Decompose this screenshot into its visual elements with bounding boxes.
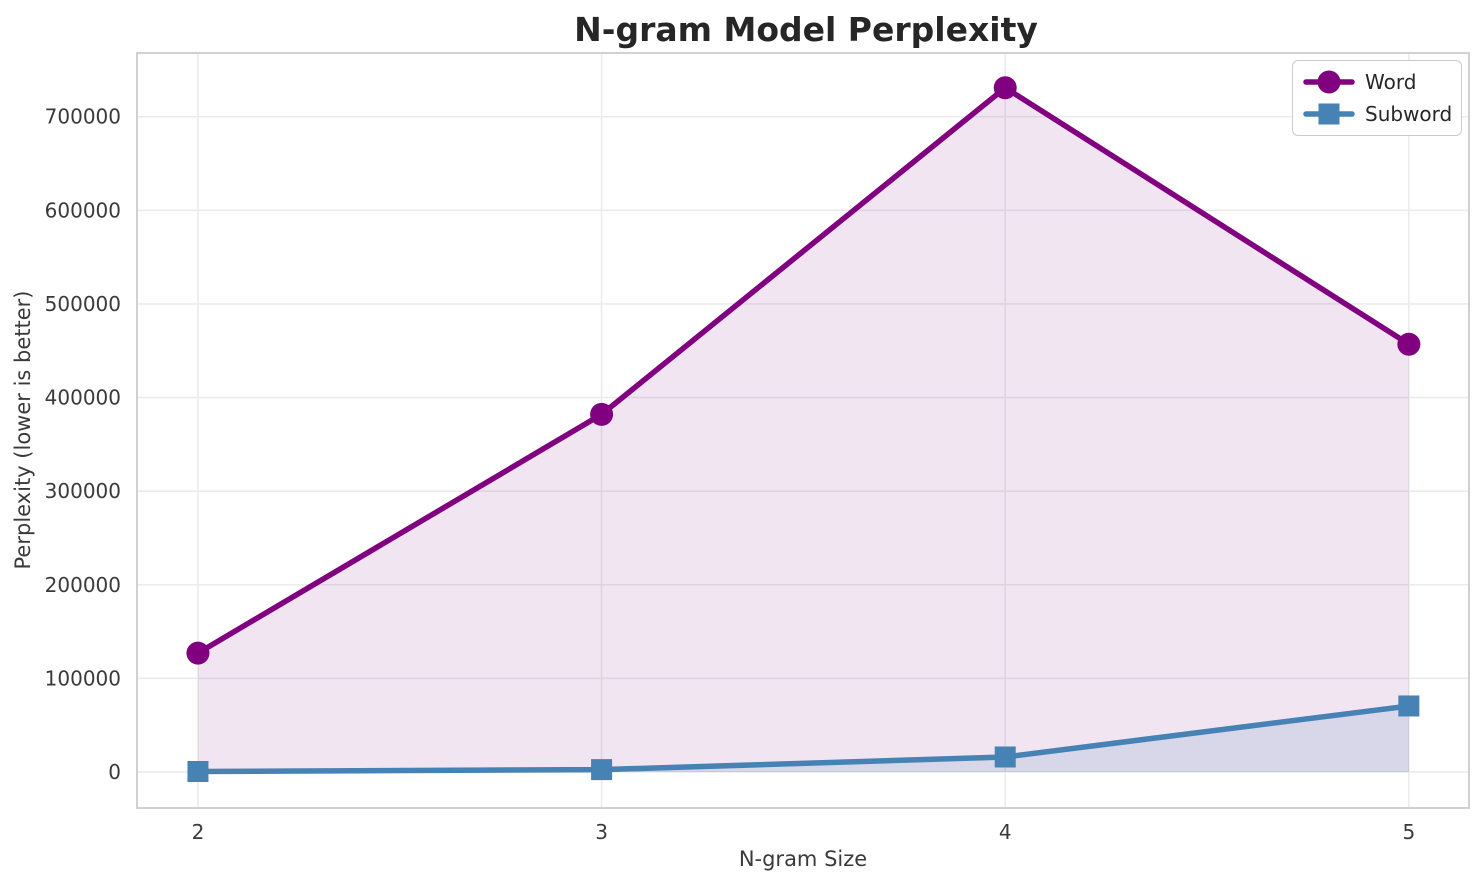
x-tick-label: 5: [1402, 820, 1415, 844]
legend-label: Subword: [1365, 102, 1453, 126]
y-tick-label: 200000: [45, 573, 121, 597]
series-line-word: [195, 84, 1412, 656]
legend-label: Word: [1365, 70, 1417, 94]
plot-border: [136, 52, 1470, 809]
marker-word-3: [1397, 332, 1421, 356]
series-line-subword: [195, 703, 1412, 775]
y-tick-label: 100000: [45, 666, 121, 690]
marker-subword-0: [187, 760, 209, 782]
y-tick-label: 400000: [45, 386, 121, 410]
y-tick-label: 700000: [45, 105, 121, 129]
y-axis-label: Perplexity (lower is better): [11, 291, 35, 570]
y-tick-label: 0: [108, 760, 121, 784]
marker-word-1: [590, 402, 614, 426]
circle-marker-swatch-icon: [1303, 70, 1355, 94]
legend: Word Subword: [1292, 60, 1462, 136]
area-fill-word: [197, 87, 1409, 772]
x-tick-label: 2: [192, 820, 205, 844]
x-tick-label: 4: [999, 820, 1012, 844]
marker-subword-3: [1398, 695, 1420, 717]
legend-marker: [1318, 103, 1340, 125]
chart-title: N-gram Model Perplexity: [574, 10, 1038, 49]
legend-item-subword: Subword: [1303, 98, 1453, 130]
marker-word-2: [993, 76, 1017, 100]
plot-area: 0 100000 200000 300000 400000 500000 600000 700…: [45, 52, 1470, 844]
x-tick-label: 3: [595, 820, 608, 844]
legend-marker: [1317, 70, 1341, 94]
legend-item-word: Word: [1303, 66, 1453, 98]
area-fill-subword: [197, 705, 1409, 772]
square-marker-swatch-icon: [1303, 103, 1355, 125]
y-tick-label: 300000: [45, 479, 121, 503]
y-tick-label: 500000: [45, 292, 121, 316]
y-tick-label: 600000: [45, 198, 121, 222]
marker-subword-2: [994, 746, 1016, 768]
x-axis-label: N-gram Size: [739, 847, 867, 871]
marker-word-0: [186, 641, 210, 665]
marker-subword-1: [591, 759, 613, 781]
